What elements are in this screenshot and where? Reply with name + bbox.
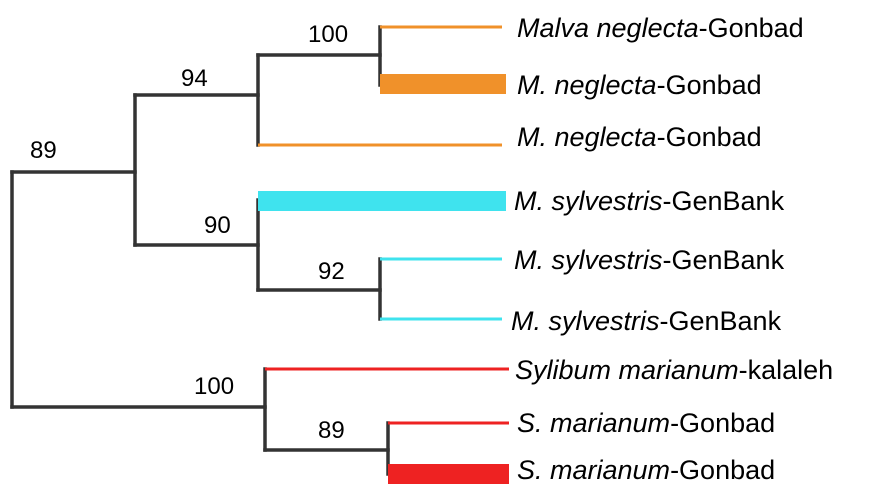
support-value: 90 bbox=[204, 212, 231, 239]
taxon-label: Sylibum marianum-kalaleh bbox=[515, 355, 833, 385]
taxon-source: -Gonbad bbox=[670, 408, 775, 438]
taxon-species-name: Malva neglecta bbox=[517, 13, 699, 43]
taxon-source: -Gonbad bbox=[657, 70, 762, 100]
terminal-branch-malva-sylvestris-3 bbox=[380, 317, 502, 321]
taxon-source: -GenBank bbox=[663, 186, 785, 216]
taxon-label: M. sylvestris-GenBank bbox=[511, 306, 782, 336]
taxon-species-name: M. sylvestris bbox=[514, 245, 663, 275]
taxon-source: -Gonbad bbox=[699, 13, 804, 43]
taxon-source: -GenBank bbox=[660, 306, 782, 336]
support-value: 100 bbox=[194, 373, 234, 400]
support-value: 89 bbox=[318, 417, 345, 444]
terminal-branch-sylibum-marianum-1 bbox=[265, 367, 509, 371]
terminal-branch-malva-neglecta-1 bbox=[380, 25, 502, 29]
terminal-branch-malva-neglecta-2 bbox=[380, 74, 506, 94]
taxon-source: -Gonbad bbox=[670, 455, 775, 485]
taxon-label: S. marianum-Gonbad bbox=[517, 408, 775, 438]
taxon-source: -GenBank bbox=[663, 245, 785, 275]
support-value: 94 bbox=[181, 65, 208, 92]
support-values: 89 94 100 90 92 100 89 bbox=[30, 21, 348, 444]
taxon-species-name: M. neglecta bbox=[517, 122, 657, 152]
terminal-branch-malva-neglecta-3 bbox=[258, 143, 502, 147]
taxon-species-name: S. marianum bbox=[517, 408, 670, 438]
terminal-branch-sylibum-marianum-3 bbox=[388, 464, 509, 484]
support-value: 89 bbox=[30, 137, 57, 164]
support-value: 92 bbox=[318, 258, 345, 285]
taxon-label: M. sylvestris-GenBank bbox=[514, 186, 785, 216]
taxon-species-name: S. marianum bbox=[517, 455, 670, 485]
taxon-source: -Gonbad bbox=[657, 122, 762, 152]
terminal-branches bbox=[258, 25, 509, 484]
taxon-labels: Malva neglecta-Gonbad M. neglecta-Gonbad… bbox=[511, 13, 833, 485]
support-value: 100 bbox=[308, 21, 348, 48]
taxon-label: Malva neglecta-Gonbad bbox=[517, 13, 804, 43]
taxon-label: M. sylvestris-GenBank bbox=[514, 245, 785, 275]
taxon-label: M. neglecta-Gonbad bbox=[517, 70, 762, 100]
terminal-branch-malva-sylvestris-1 bbox=[258, 191, 506, 211]
taxon-species-name: M. neglecta bbox=[517, 70, 657, 100]
taxon-label: S. marianum-Gonbad bbox=[517, 455, 775, 485]
taxon-source: -kalaleh bbox=[739, 355, 834, 385]
internal-branches bbox=[10, 25, 390, 476]
terminal-branch-malva-sylvestris-2 bbox=[380, 257, 502, 261]
taxon-label: M. neglecta-Gonbad bbox=[517, 122, 762, 152]
terminal-branch-sylibum-marianum-2 bbox=[388, 421, 509, 425]
taxon-species-name: Sylibum marianum bbox=[515, 355, 739, 385]
taxon-species-name: M. sylvestris bbox=[514, 186, 663, 216]
taxon-species-name: M. sylvestris bbox=[511, 306, 660, 336]
